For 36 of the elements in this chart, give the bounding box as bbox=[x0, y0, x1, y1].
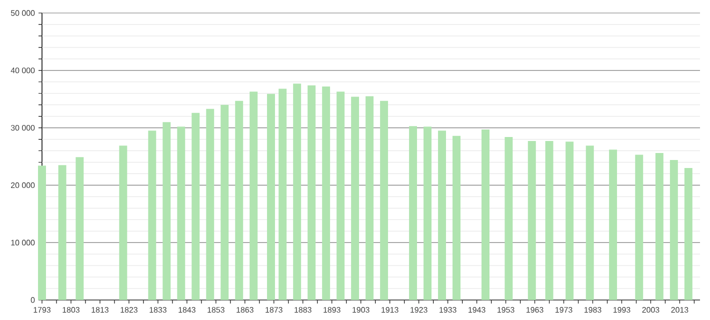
bar bbox=[38, 166, 46, 300]
bar bbox=[482, 130, 490, 300]
bar bbox=[586, 146, 594, 300]
bar bbox=[177, 126, 186, 300]
bar bbox=[351, 96, 360, 300]
bar bbox=[308, 85, 316, 300]
bar bbox=[366, 96, 374, 300]
bar bbox=[609, 150, 618, 300]
bar bbox=[452, 136, 460, 300]
bar bbox=[58, 165, 66, 300]
bar bbox=[409, 126, 418, 300]
bar bbox=[528, 141, 536, 300]
bar bbox=[322, 86, 330, 300]
bar bbox=[162, 122, 171, 300]
bar bbox=[235, 100, 244, 300]
bar bbox=[278, 88, 287, 300]
bar bbox=[119, 146, 128, 300]
bar bbox=[380, 100, 388, 300]
bar bbox=[76, 157, 84, 300]
bar bbox=[250, 92, 258, 300]
bar bbox=[438, 130, 446, 300]
bar bbox=[635, 154, 644, 300]
bar bbox=[424, 126, 432, 300]
bar bbox=[148, 130, 156, 300]
bar bbox=[336, 92, 345, 300]
bar bbox=[293, 84, 302, 300]
bar bbox=[655, 153, 664, 300]
bar bbox=[192, 112, 200, 300]
bar bbox=[267, 94, 275, 300]
bar bbox=[504, 136, 513, 300]
bar bbox=[670, 160, 678, 300]
bar bbox=[566, 142, 574, 300]
bar bbox=[545, 141, 554, 300]
bar bbox=[220, 104, 229, 300]
bar bbox=[684, 168, 692, 300]
bar bbox=[206, 108, 214, 300]
